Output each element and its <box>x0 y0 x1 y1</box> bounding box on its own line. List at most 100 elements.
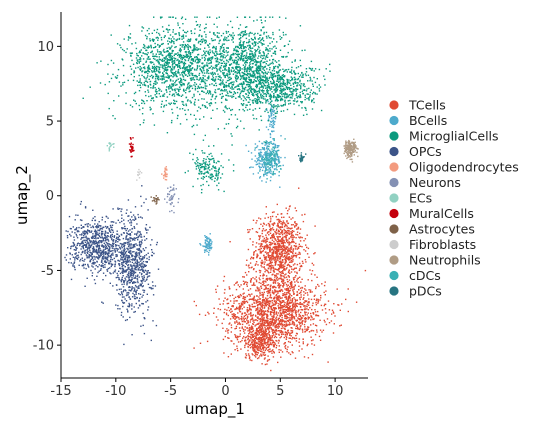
series-BCells <box>199 100 286 256</box>
point-MicroglialCells <box>211 50 214 52</box>
point-TCells <box>257 309 259 311</box>
point-MicroglialCells <box>235 63 237 65</box>
point-TCells <box>239 333 241 335</box>
point-MicroglialCells <box>194 48 196 51</box>
point-TCells <box>264 261 266 263</box>
point-MicroglialCells <box>140 82 142 84</box>
point-BCells <box>265 108 267 111</box>
point-MicroglialCells <box>173 68 175 70</box>
point-MicroglialCells <box>204 75 206 77</box>
point-TCells <box>293 317 296 319</box>
point-MicroglialCells <box>211 96 213 98</box>
point-TCells <box>268 234 270 236</box>
point-TCells <box>260 313 263 316</box>
point-TCells <box>266 299 268 301</box>
point-TCells <box>277 282 279 284</box>
point-TCells <box>260 263 263 265</box>
point-TCells <box>297 247 300 249</box>
point-BCells <box>208 246 210 249</box>
point-MicroglialCells <box>220 46 223 48</box>
point-TCells <box>292 252 294 254</box>
point-TCells <box>224 288 226 291</box>
point-TCells <box>281 237 284 240</box>
point-TCells <box>282 245 285 247</box>
point-MicroglialCells <box>284 82 287 85</box>
point-TCells <box>255 242 258 244</box>
point-MicroglialCells <box>121 58 123 60</box>
point-TCells <box>228 286 230 288</box>
point-BCells <box>259 154 262 156</box>
point-BCells <box>208 244 210 246</box>
point-TCells <box>279 300 282 302</box>
point-MicroglialCells <box>243 88 245 90</box>
point-TCells <box>229 241 231 243</box>
point-TCells <box>275 275 277 277</box>
point-MicroglialCells <box>175 46 177 48</box>
point-MicroglialCells <box>236 60 239 63</box>
point-MicroglialCells <box>171 85 173 87</box>
point-MicroglialCells <box>196 16 198 18</box>
point-BCells <box>245 144 247 147</box>
point-TCells <box>271 235 274 237</box>
point-BCells <box>264 144 266 146</box>
point-TCells <box>250 328 252 330</box>
point-TCells <box>264 334 266 336</box>
point-TCells <box>286 291 288 294</box>
point-TCells <box>292 248 295 250</box>
point-MicroglialCells <box>263 53 265 55</box>
point-TCells <box>325 312 327 314</box>
point-MicroglialCells <box>163 95 165 97</box>
point-TCells <box>341 303 343 305</box>
point-TCells <box>295 332 298 335</box>
point-TCells <box>280 278 282 280</box>
point-MicroglialCells <box>274 53 277 55</box>
point-TCells <box>273 250 275 253</box>
point-TCells <box>269 305 272 308</box>
point-TCells <box>246 311 249 313</box>
point-TCells <box>246 343 248 345</box>
point-TCells <box>285 309 287 312</box>
point-BCells <box>205 236 208 238</box>
point-TCells <box>307 326 309 328</box>
point-TCells <box>255 276 257 278</box>
point-TCells <box>286 303 288 306</box>
point-TCells <box>230 326 233 329</box>
point-MicroglialCells <box>172 41 175 43</box>
point-TCells <box>345 298 347 301</box>
point-MicroglialCells <box>224 74 226 76</box>
point-MicroglialCells <box>122 82 124 84</box>
point-MicroglialCells <box>230 78 232 80</box>
point-MicroglialCells <box>157 51 159 53</box>
point-MicroglialCells <box>204 39 206 41</box>
point-TCells <box>250 278 252 281</box>
point-BCells <box>270 113 272 115</box>
point-MicroglialCells <box>156 92 158 95</box>
point-TCells <box>299 240 302 242</box>
point-TCells <box>235 320 238 322</box>
point-TCells <box>269 228 272 230</box>
point-MicroglialCells <box>186 46 188 48</box>
point-TCells <box>267 324 269 327</box>
point-TCells <box>323 291 325 294</box>
point-TCells <box>275 311 278 313</box>
point-TCells <box>239 293 242 296</box>
point-TCells <box>296 333 298 335</box>
point-TCells <box>259 270 262 272</box>
point-TCells <box>264 256 266 258</box>
point-MicroglialCells <box>255 83 258 86</box>
point-TCells <box>295 319 297 322</box>
point-MicroglialCells <box>147 89 149 91</box>
point-MicroglialCells <box>145 60 148 62</box>
point-TCells <box>261 310 263 312</box>
point-TCells <box>339 309 341 311</box>
point-TCells <box>256 354 258 356</box>
point-MicroglialCells <box>178 38 181 40</box>
point-TCells <box>275 293 278 296</box>
point-TCells <box>281 237 283 240</box>
point-TCells <box>296 325 298 327</box>
point-TCells <box>296 223 298 225</box>
point-MicroglialCells <box>178 86 181 88</box>
point-MicroglialCells <box>161 60 164 62</box>
point-TCells <box>271 279 274 281</box>
point-MicroglialCells <box>180 17 183 20</box>
